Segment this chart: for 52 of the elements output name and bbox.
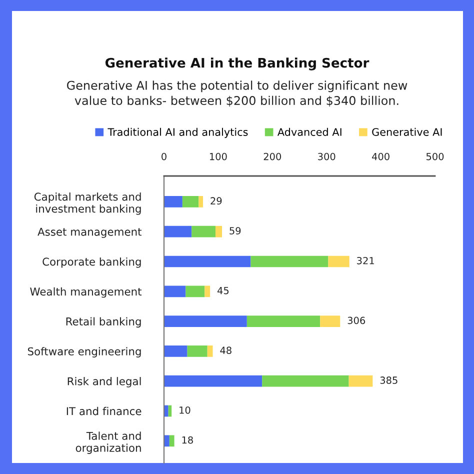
y-tick-label: Asset management	[38, 228, 142, 238]
bar	[182, 196, 199, 208]
bar	[320, 316, 340, 327]
bar	[215, 226, 222, 238]
bar	[187, 346, 208, 357]
legend-label: Traditional AI and analytics	[108, 128, 248, 138]
bar	[164, 346, 188, 357]
y-tick-label: Capital markets and investment banking	[34, 192, 141, 215]
bar	[186, 286, 205, 298]
bar	[204, 286, 210, 298]
bar	[164, 286, 186, 298]
y-tick-label: Risk and legal	[68, 377, 141, 388]
annotation: 321	[357, 256, 374, 264]
chart-subtitle: Generative AI has the potential to deliver significant new value to banks- between $200 billion and $340 billion.	[67, 80, 408, 107]
bar	[169, 435, 174, 447]
x-tick-label: 400	[372, 152, 390, 160]
annotation: 10	[180, 406, 190, 414]
bar	[164, 226, 192, 238]
y-tick-label: Talent and organization	[76, 432, 141, 454]
bar	[164, 316, 247, 327]
y-tick-label: IT and finance	[66, 406, 142, 416]
bar	[250, 256, 328, 268]
annotation: 29	[210, 197, 222, 205]
bar	[164, 435, 170, 447]
annotation: 385	[380, 376, 398, 384]
annotation: 59	[230, 227, 241, 234]
y-tick-label: Software engineering	[28, 347, 141, 358]
bar	[348, 375, 373, 387]
x-tick-label: 300	[318, 152, 336, 160]
bar	[207, 346, 213, 357]
annotation: 18	[182, 436, 193, 444]
bar	[328, 256, 350, 268]
legend-label: Advanced AI	[277, 128, 342, 136]
bar	[246, 316, 320, 327]
bar	[164, 375, 262, 387]
x-tick-label: 500	[426, 152, 444, 160]
x-tick-label: 200	[264, 152, 282, 160]
annotation: 306	[348, 316, 366, 324]
bar	[164, 196, 182, 208]
y-tick-label: Retail banking	[66, 317, 141, 328]
x-tick-label: 0	[162, 152, 166, 160]
bar	[192, 226, 216, 238]
annotation: 48	[220, 346, 232, 354]
legend-label: Generative AI	[372, 128, 442, 136]
bar	[262, 375, 349, 387]
bar	[164, 256, 251, 268]
chart-title: Generative AI in the Banking Sector	[105, 58, 370, 70]
x-tick-label: 100	[210, 152, 227, 160]
y-tick-label: Wealth management	[30, 287, 142, 298]
bar	[198, 196, 204, 208]
annotation: 45	[217, 286, 229, 294]
y-tick-label: Corporate banking	[42, 257, 141, 268]
